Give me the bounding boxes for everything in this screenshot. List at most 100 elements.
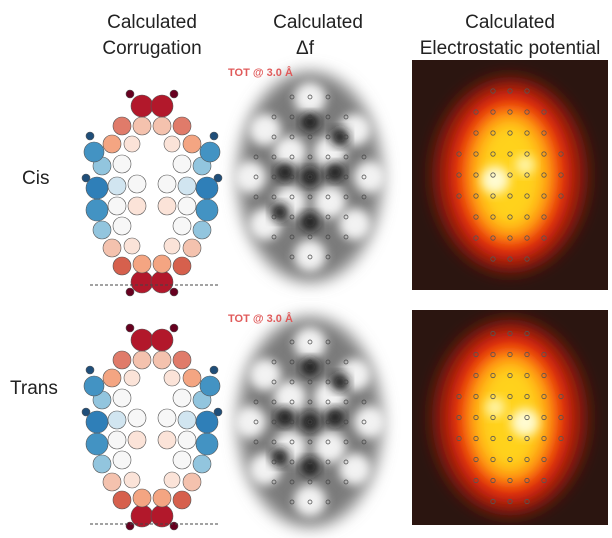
atom [126, 324, 134, 332]
df-dark [301, 358, 319, 376]
df-bright [294, 327, 326, 359]
esp-panel [412, 60, 608, 290]
atom [124, 472, 140, 488]
atom [178, 177, 196, 195]
atom [173, 389, 191, 407]
df-bright [249, 114, 281, 146]
atom [124, 370, 140, 386]
df-dark [301, 458, 319, 476]
atom [126, 288, 134, 296]
df-dark [326, 408, 344, 426]
atom [196, 177, 218, 199]
esp-hot [485, 398, 505, 418]
atom [133, 489, 151, 507]
atom [93, 455, 111, 473]
annotation: TOT @ 3.0 Å [228, 312, 293, 325]
atom [173, 451, 191, 469]
atom [170, 522, 178, 530]
atom [103, 473, 121, 491]
df-bright [339, 208, 371, 240]
atom [86, 411, 108, 433]
df-dark [301, 413, 319, 431]
atom [131, 271, 153, 293]
df-dark [301, 113, 319, 131]
atom [151, 329, 173, 351]
atom [113, 451, 131, 469]
atom [153, 255, 171, 273]
atom [178, 411, 196, 429]
df-bright [314, 431, 346, 463]
atom [133, 117, 151, 135]
df-dark [301, 213, 319, 231]
atom [84, 142, 104, 162]
atom [173, 117, 191, 135]
atom [128, 409, 146, 427]
row-label: Trans [10, 378, 58, 399]
column-header: Corrugation [102, 38, 201, 59]
atom [173, 351, 191, 369]
df-bright [294, 82, 326, 114]
atom [200, 142, 220, 162]
atom [103, 135, 121, 153]
df-bright [314, 186, 346, 218]
df-dark [326, 163, 344, 181]
df-dark [271, 203, 289, 221]
column-header: Calculated [107, 12, 197, 33]
atom [113, 491, 131, 509]
atom [113, 217, 131, 235]
atom [124, 238, 140, 254]
atom [153, 489, 171, 507]
atom [93, 221, 111, 239]
atom [151, 271, 173, 293]
column-header: Calculated [273, 12, 363, 33]
df-dark [276, 408, 294, 426]
df-dark [331, 128, 349, 146]
atom [86, 433, 108, 455]
atom [200, 376, 220, 396]
atom [173, 155, 191, 173]
row-label: Cis [22, 168, 49, 189]
atom [108, 177, 126, 195]
atom [128, 175, 146, 193]
atom [183, 369, 201, 387]
atom [86, 177, 108, 199]
atom [113, 351, 131, 369]
atom [164, 136, 180, 152]
annotation: TOT @ 3.0 Å [228, 66, 293, 79]
atom [173, 257, 191, 275]
atom [103, 369, 121, 387]
atom [158, 431, 176, 449]
atom [196, 411, 218, 433]
atom [173, 217, 191, 235]
atom [126, 522, 134, 530]
df-dark [271, 448, 289, 466]
column-header: Calculated [465, 12, 555, 33]
df-bright [294, 485, 326, 517]
atom [173, 491, 191, 509]
column-header: Electrostatic potential [420, 38, 601, 59]
atom [178, 197, 196, 215]
atom [131, 329, 153, 351]
atom [86, 366, 94, 374]
atom [153, 351, 171, 369]
esp-hot [511, 409, 539, 437]
df-bright [249, 359, 281, 391]
esp-panel [412, 310, 608, 525]
atom [170, 288, 178, 296]
atom [164, 370, 180, 386]
atom [193, 455, 211, 473]
atom [131, 95, 153, 117]
atom [108, 431, 126, 449]
atom [153, 117, 171, 135]
atom [126, 90, 134, 98]
df-bright [234, 161, 266, 193]
atom [133, 255, 151, 273]
atom [128, 197, 146, 215]
atom [210, 366, 218, 374]
df-bright [274, 381, 306, 413]
atom [164, 472, 180, 488]
column-header: Δf [296, 38, 315, 59]
atom [113, 389, 131, 407]
atom [183, 473, 201, 491]
df-dark [331, 373, 349, 391]
